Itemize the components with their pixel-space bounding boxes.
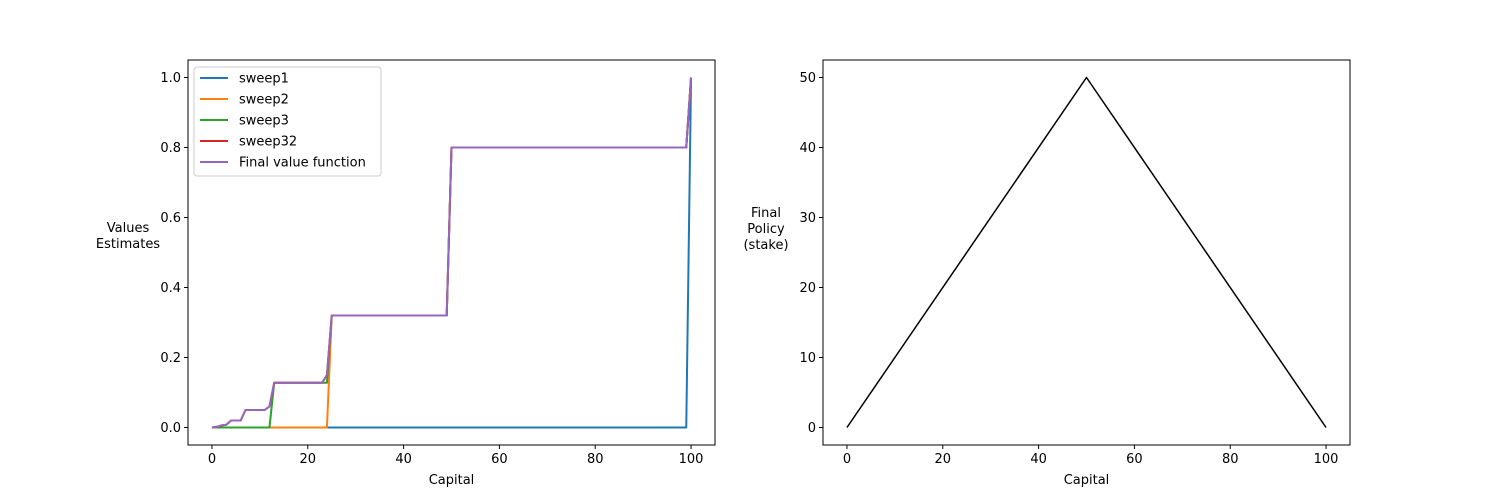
chart-1: 0 20 40 60 80 100 0.0 0.2 0.4 0.6 0.8 1.0 Capital Val… bbox=[96, 59, 716, 488]
y-tick-label: 0.8 bbox=[160, 141, 181, 156]
y-tick-label: 0.2 bbox=[160, 351, 181, 366]
x-tick-label: 40 bbox=[1030, 452, 1047, 467]
y-axis-label-line: Values bbox=[107, 221, 150, 236]
y-axis-label-line: (stake) bbox=[743, 238, 788, 253]
y-tick-label: 0.0 bbox=[160, 421, 181, 436]
x-tick-label: 80 bbox=[1222, 452, 1239, 467]
legend-label: sweep3 bbox=[239, 114, 289, 129]
y-axis-label-line: Estimates bbox=[96, 237, 160, 252]
y-axis-label-line: Final bbox=[751, 206, 781, 221]
y-tick-label: 1.0 bbox=[160, 71, 181, 86]
x-tick-label: 20 bbox=[299, 452, 316, 467]
plot-frame bbox=[187, 59, 716, 446]
chart-2: 0 20 40 60 80 100 0 10 20 30 40 50 Capital FinalPolic… bbox=[743, 59, 1351, 488]
x-tick-label: 80 bbox=[587, 452, 604, 467]
series-line-1 bbox=[846, 76, 1327, 428]
x-tick-label: 0 bbox=[843, 452, 851, 467]
x-tick-label: 20 bbox=[934, 452, 951, 467]
series-line-5 bbox=[211, 77, 693, 429]
y-tick-label: 0 bbox=[808, 421, 816, 436]
x-tick-label: 100 bbox=[1314, 452, 1339, 467]
y-tick-label: 10 bbox=[799, 351, 816, 366]
legend-label: sweep2 bbox=[239, 93, 289, 108]
y-tick-label: 30 bbox=[799, 211, 816, 226]
plot-frame bbox=[822, 59, 1351, 446]
y-tick-label: 20 bbox=[799, 281, 816, 296]
y-tick-label: 40 bbox=[799, 141, 816, 156]
x-tick-label: 100 bbox=[679, 452, 704, 467]
legend-label: sweep1 bbox=[239, 72, 289, 87]
series-line-1 bbox=[211, 77, 693, 429]
y-tick-label: 0.6 bbox=[160, 211, 181, 226]
x-axis-label: Capital bbox=[429, 473, 475, 488]
x-axis-label: Capital bbox=[1064, 473, 1110, 488]
x-tick-label: 40 bbox=[395, 452, 412, 467]
legend-label: Final value function bbox=[239, 156, 366, 171]
legend-label: sweep32 bbox=[239, 135, 297, 150]
x-tick-label: 60 bbox=[1126, 452, 1143, 467]
legend-box bbox=[193, 66, 382, 177]
y-tick-label: 0.4 bbox=[160, 281, 181, 296]
y-axis-label-line: Policy bbox=[747, 222, 785, 237]
x-tick-label: 0 bbox=[208, 452, 216, 467]
y-tick-label: 50 bbox=[799, 71, 816, 86]
x-tick-label: 60 bbox=[491, 452, 508, 467]
